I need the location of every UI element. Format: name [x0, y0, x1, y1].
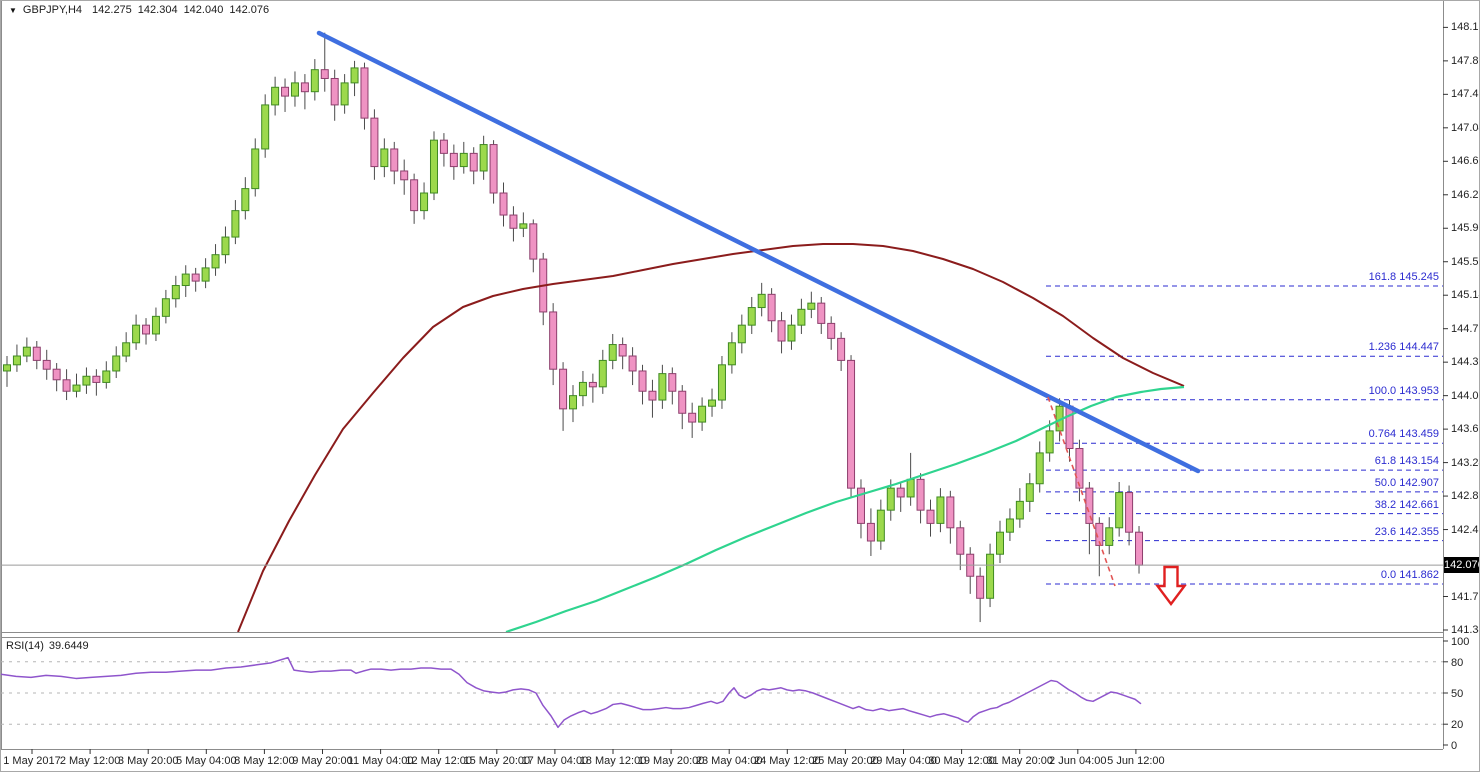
rsi-axis-tick: 50 [1451, 688, 1464, 700]
symbol-title: ▼ GBPJPY,H4 142.275 142.304 142.040 142.… [9, 4, 269, 16]
date-axis-tick: 29 May 04:00 [870, 755, 937, 767]
date-axis-tick: 11 May 04:00 [347, 755, 414, 767]
date-axis-tick: 5 Jun 12:00 [1107, 755, 1165, 767]
price-axis-tick: 144.000 [1451, 389, 1479, 402]
fib-level-label: 0.764 143.459 [1368, 428, 1439, 441]
rsi-indicator-label: RSI(14) 39.6449 [6, 640, 89, 652]
price-axis-tick: 145.900 [1451, 222, 1479, 235]
date-axis-tick: 2 May 12:00 [59, 755, 121, 767]
fib-level-label: 0.0 141.862 [1380, 569, 1439, 581]
price-axis-tick: 145.520 [1451, 255, 1479, 268]
ohlc-close-value: 142.076 [229, 4, 270, 16]
price-axis-tick: 146.660 [1451, 155, 1479, 168]
current-price-badge: 142.076 [1444, 557, 1480, 573]
price-axis-tick: 146.280 [1451, 188, 1479, 201]
rsi-axis-tick: 100 [1451, 636, 1470, 648]
price-axis-tick: 144.380 [1451, 356, 1479, 369]
date-axis-tick: 9 May 20:00 [292, 755, 353, 767]
price-axis-tick: 147.800 [1451, 54, 1479, 67]
date-axis-tick: 12 May 12:00 [405, 755, 473, 767]
price-axis-tick: 148.180 [1451, 21, 1479, 34]
price-axis-tick: 141.340 [1451, 623, 1479, 636]
fib-level-label: 100.0 143.953 [1368, 384, 1439, 397]
ma-slow-line [237, 243, 1185, 632]
date-axis-tick: 23 May 04:00 [695, 755, 763, 767]
date-axis-tick: 3 May 20:00 [117, 755, 179, 767]
price-axis-tick: 147.040 [1451, 121, 1479, 134]
date-axis-tick: 15 May 20:00 [463, 755, 531, 767]
candles-layer [3, 32, 1144, 623]
fib-level-label: 61.8 143.154 [1374, 455, 1439, 468]
fib-level-label: 38.2 142.661 [1374, 498, 1439, 511]
price-axis-tick: 147.420 [1451, 88, 1479, 101]
symbol-timeframe-label: GBPJPY,H4 [22, 4, 83, 16]
rsi-axis-tick: 0 [1451, 740, 1458, 752]
collapse-chart-icon[interactable]: ▼ [9, 5, 17, 15]
rsi-panel [1, 640, 1448, 746]
ohlc-low-value: 142.040 [183, 4, 224, 16]
date-axis-tick: 1 May 2017 [3, 755, 61, 767]
ohlc-high-value: 142.304 [137, 4, 178, 16]
date-axis-tick: 18 May 12:00 [579, 755, 647, 767]
fib-level-label: 50.0 142.907 [1374, 476, 1439, 489]
fib-level-label: 161.8 145.245 [1368, 270, 1439, 283]
date-axis-tick: 17 May 04:00 [521, 755, 589, 767]
rsi-axis-tick: 80 [1451, 656, 1464, 669]
price-axis-tick: 141.720 [1451, 590, 1479, 603]
panel-frames [1, 1, 1444, 750]
price-axis [1443, 26, 1448, 631]
price-axis-tick: 142.480 [1451, 523, 1479, 536]
date-axis-tick: 31 May 20:00 [986, 755, 1054, 767]
price-axis-tick: 143.620 [1451, 423, 1479, 436]
rsi-line [1, 656, 1142, 729]
rsi-name: RSI(14) [6, 640, 44, 652]
rsi-value: 39.6449 [48, 640, 89, 652]
date-axis-tick: 8 May 12:00 [234, 755, 295, 767]
date-axis-tick: 2 Jun 04:00 [1049, 755, 1107, 767]
bearish-projection-line[interactable] [1047, 396, 1116, 587]
ohlc-open-value: 142.275 [92, 4, 132, 16]
price-axis-tick: 144.760 [1451, 322, 1479, 335]
moving-averages [237, 243, 1185, 632]
rsi-axis-tick: 20 [1451, 719, 1464, 732]
date-axis-tick: 24 May 12:00 [753, 755, 821, 767]
date-axis [31, 749, 1137, 754]
descending-trendline[interactable] [316, 30, 1201, 474]
date-axis-tick: 30 May 12:00 [928, 755, 995, 767]
price-axis-tick: 142.860 [1451, 490, 1479, 503]
fib-level-label: 1.236 144.447 [1368, 341, 1439, 354]
price-axis-tick: 145.140 [1451, 289, 1479, 302]
date-axis-tick: 5 May 04:00 [176, 755, 237, 767]
date-axis-tick: 19 May 20:00 [637, 755, 705, 767]
sell-arrow-icon[interactable] [1155, 565, 1187, 606]
fib-level-label: 23.6 142.355 [1374, 525, 1439, 538]
date-axis-tick: 25 May 20:00 [812, 755, 879, 767]
price-axis-tick: 143.240 [1451, 456, 1479, 469]
ma-fast-line [505, 385, 1185, 632]
